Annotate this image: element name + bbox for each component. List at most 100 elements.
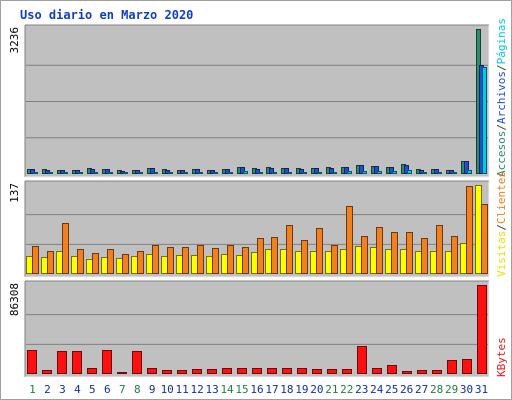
panel-legend: Visitas/Clientes	[495, 171, 508, 277]
bar-clientes-day-30	[466, 186, 473, 274]
bar-clientes-day-8	[137, 251, 144, 274]
bar-kbytes-day-13	[207, 369, 217, 374]
bar-clientes-day-29	[451, 236, 458, 274]
x-tick-label: 24	[370, 383, 384, 396]
x-tick-label: 1	[29, 383, 36, 396]
legend-entry: Clientes	[495, 171, 508, 224]
x-tick-label: 31	[475, 383, 488, 396]
bar-clientes-day-7	[122, 254, 129, 274]
bar-visitas-day-2	[41, 257, 48, 274]
x-tick-label: 14	[220, 383, 234, 396]
chart-panels: 3236Accesos/Archivos/Páginas137Visitas/C…	[8, 18, 508, 378]
bar-páginas-day-2	[48, 172, 53, 174]
bar-páginas-day-11	[183, 172, 188, 174]
bar-archivos-day-23	[359, 165, 364, 174]
bar-páginas-day-5	[93, 172, 98, 174]
bar-clientes-day-21	[331, 245, 338, 274]
bar-visitas-day-11	[176, 255, 183, 274]
bar-clientes-day-11	[182, 247, 189, 274]
bar-páginas-day-26	[407, 170, 412, 174]
x-tick-label: 25	[385, 383, 398, 396]
bar-archivos-day-28	[434, 169, 439, 174]
bar-clientes-day-28	[436, 225, 443, 274]
bar-kbytes-day-10	[162, 370, 172, 374]
bar-kbytes-day-25	[387, 365, 397, 374]
bar-visitas-day-4	[71, 256, 78, 274]
bar-visitas-day-17	[265, 249, 272, 274]
bar-kbytes-day-1	[27, 350, 37, 374]
bar-clientes-day-3	[62, 223, 69, 274]
x-tick-label: 2	[44, 383, 51, 396]
bar-clientes-day-31	[481, 204, 488, 274]
bar-archivos-day-17	[269, 168, 274, 174]
bar-clientes-day-1	[32, 246, 39, 274]
x-tick-label: 10	[161, 383, 174, 396]
bar-archivos-day-9	[150, 168, 155, 174]
x-tick-label: 6	[104, 383, 111, 396]
x-tick-label: 28	[430, 383, 443, 396]
y-max-label: 137	[8, 183, 21, 203]
bar-archivos-day-12	[195, 169, 200, 174]
series-páginas	[33, 67, 487, 174]
bar-páginas-day-18	[287, 172, 292, 174]
bar-páginas-day-10	[168, 172, 173, 174]
bar-páginas-day-20	[317, 172, 322, 174]
x-tick-label: 30	[460, 383, 473, 396]
panel-visitors: 137 Visitas/Clientes	[8, 171, 508, 278]
bar-clientes-day-13	[212, 248, 219, 274]
bar-páginas-day-29	[452, 172, 457, 174]
bar-kbytes-day-3	[57, 351, 67, 374]
bar-páginas-day-25	[392, 171, 397, 174]
bar-archivos-day-6	[105, 169, 110, 174]
bar-páginas-day-22	[347, 171, 352, 174]
bar-clientes-day-9	[152, 245, 159, 274]
legend-entry: /	[495, 124, 508, 131]
x-tick-label: 5	[89, 383, 96, 396]
bar-clientes-day-19	[301, 240, 308, 274]
bar-páginas-day-14	[228, 172, 233, 174]
bar-kbytes-day-4	[72, 351, 82, 374]
bar-clientes-day-6	[107, 249, 114, 274]
bar-clientes-day-15	[242, 247, 249, 274]
panel-kbytes: 86308 KBytes	[8, 280, 508, 378]
bar-visitas-day-3	[56, 251, 63, 274]
bar-archivos-day-16	[255, 169, 260, 174]
bar-kbytes-day-11	[177, 370, 187, 374]
bar-archivos-day-5	[90, 169, 95, 174]
bar-kbytes-day-15	[237, 368, 247, 374]
bar-clientes-day-16	[257, 238, 264, 274]
bar-páginas-day-24	[377, 171, 382, 174]
bar-clientes-day-5	[92, 253, 99, 274]
bar-kbytes-day-16	[252, 368, 262, 374]
bar-visitas-day-15	[236, 255, 243, 274]
bar-kbytes-day-12	[192, 369, 202, 374]
x-tick-label: 23	[355, 383, 368, 396]
bar-archivos-day-30	[464, 161, 469, 174]
bar-archivos-day-20	[314, 168, 319, 174]
bar-páginas-day-31	[482, 67, 487, 174]
bar-páginas-day-27	[422, 172, 427, 174]
bar-clientes-day-14	[227, 245, 234, 274]
bar-kbytes-day-19	[297, 368, 307, 374]
bar-kbytes-day-26	[402, 371, 412, 374]
y-max-label: 86308	[8, 283, 21, 316]
bar-visitas-day-13	[206, 256, 213, 274]
legend-entry: /	[495, 224, 508, 231]
bar-clientes-day-25	[391, 232, 398, 274]
bar-páginas-day-7	[123, 172, 128, 174]
bar-kbytes-day-17	[267, 368, 277, 374]
bar-visitas-day-21	[325, 251, 332, 274]
legend-entry: Visitas	[495, 231, 508, 277]
bar-clientes-day-22	[346, 206, 353, 274]
legend-entry: KBytes	[495, 337, 508, 377]
x-axis: 1 2 3 4 5 6 7 8 9 10 11 12 13 14 15 16 17 18 19 20 21 22 23 24 2…	[29, 383, 488, 396]
bar-páginas-day-16	[258, 172, 263, 174]
bar-clientes-day-12	[197, 245, 204, 274]
bar-kbytes-day-27	[417, 370, 427, 374]
bar-páginas-day-8	[138, 172, 143, 174]
bar-visitas-day-20	[310, 251, 317, 274]
bar-clientes-day-20	[316, 228, 323, 274]
legend-entry: /	[495, 64, 508, 71]
bar-kbytes-day-9	[147, 368, 157, 374]
